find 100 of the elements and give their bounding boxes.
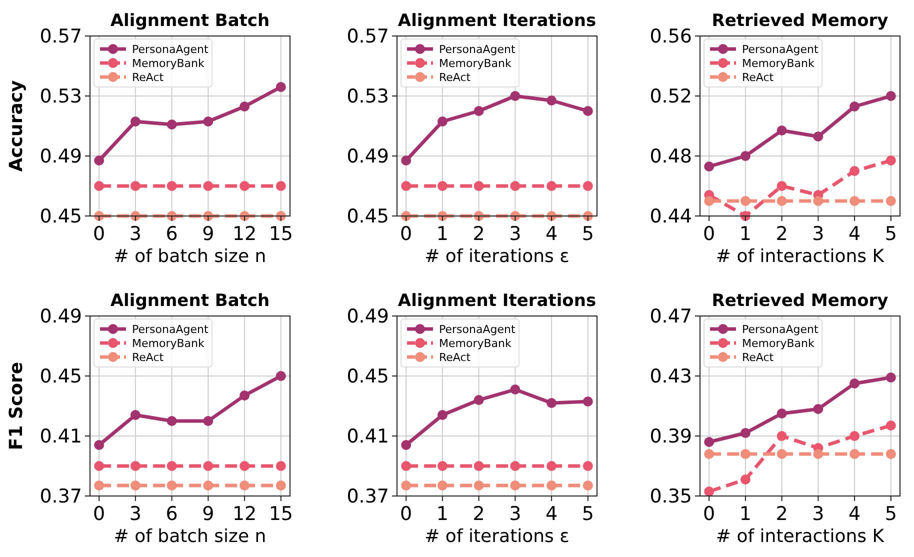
point [704, 196, 714, 206]
point [740, 196, 750, 206]
legend-label: PersonaAgent [742, 322, 819, 336]
point [276, 371, 286, 381]
point [437, 480, 448, 490]
point [437, 181, 448, 191]
point [886, 156, 896, 166]
point [203, 461, 214, 471]
x-tick-label: 5 [884, 223, 897, 245]
point [166, 416, 177, 426]
point [886, 449, 896, 459]
point [776, 431, 787, 441]
point [510, 461, 520, 471]
point [740, 449, 750, 459]
point [240, 181, 250, 191]
legend-label: ReAct [439, 350, 472, 364]
point [276, 82, 286, 92]
point [510, 91, 520, 101]
y-tick-label: 0.41 [40, 426, 82, 448]
point [240, 390, 250, 400]
x-tick-label: 4 [848, 223, 861, 245]
point [474, 106, 484, 116]
point [776, 196, 787, 206]
point [813, 449, 824, 459]
x-tick-label: 5 [582, 503, 594, 525]
point [813, 132, 824, 142]
point [474, 395, 484, 405]
y-axis-title: F1 Score [6, 362, 27, 450]
legend-label: PersonaAgent [439, 42, 516, 56]
point [850, 449, 860, 459]
y-tick-label: 0.48 [650, 146, 692, 168]
chart-title: Alignment Iterations [398, 291, 596, 311]
point [546, 398, 557, 408]
point [582, 480, 593, 490]
point [850, 102, 860, 112]
x-tick-label: 3 [129, 223, 142, 245]
point [582, 396, 593, 406]
point [582, 461, 593, 471]
x-tick-label: 12 [232, 223, 257, 245]
point [740, 428, 750, 438]
y-tick-label: 0.45 [346, 366, 389, 388]
point [704, 437, 714, 447]
point [437, 410, 448, 420]
legend-label: MemoryBank [439, 336, 512, 350]
y-tick-label: 0.37 [40, 486, 82, 508]
point [166, 181, 177, 191]
x-tick-label: 4 [546, 503, 558, 525]
y-tick-label: 0.56 [650, 26, 692, 48]
point [94, 156, 104, 166]
legend-label: MemoryBank [742, 56, 815, 70]
point [886, 196, 896, 206]
legend-label: ReAct [439, 70, 472, 84]
x-tick-label: 0 [400, 503, 412, 525]
y-tick-label: 0.43 [650, 366, 692, 388]
point [850, 431, 860, 441]
x-tick-label: 15 [268, 503, 294, 525]
legend-label: ReAct [132, 70, 164, 84]
y-tick-label: 0.39 [650, 426, 692, 448]
y-tick-label: 0.47 [650, 306, 692, 328]
x-tick-label: 0 [93, 223, 106, 245]
point [166, 480, 177, 490]
x-tick-label: 15 [268, 223, 294, 245]
y-tick-label: 0.45 [40, 206, 82, 228]
x-tick-label: 0 [703, 503, 716, 525]
point [813, 404, 824, 414]
y-tick-label: 0.35 [650, 486, 692, 508]
y-tick-label: 0.49 [40, 146, 82, 168]
x-tick-label: 1 [739, 503, 752, 525]
point [510, 480, 520, 490]
x-tick-label: 1 [739, 223, 752, 245]
legend-label: MemoryBank [439, 56, 512, 70]
point [740, 474, 750, 484]
x-tick-label: 5 [582, 223, 594, 245]
y-tick-label: 0.45 [40, 366, 82, 388]
legend-label: ReAct [742, 350, 774, 364]
point [776, 181, 787, 191]
point [166, 120, 177, 130]
x-tick-label: 6 [166, 223, 178, 245]
chart-title: Alignment Batch [110, 11, 270, 31]
point [546, 181, 557, 191]
legend-label: MemoryBank [132, 56, 205, 70]
point [886, 91, 896, 101]
y-tick-label: 0.57 [346, 26, 389, 48]
point [203, 181, 214, 191]
point [437, 116, 448, 126]
point [776, 449, 787, 459]
y-tick-label: 0.49 [346, 306, 389, 328]
x-tick-label: 9 [202, 503, 214, 525]
point [130, 480, 140, 490]
y-tick-label: 0.53 [40, 86, 82, 108]
x-tick-label: 9 [202, 223, 214, 245]
legend-label: ReAct [132, 350, 164, 364]
x-tick-label: 1 [436, 223, 448, 245]
point [582, 181, 593, 191]
point [401, 156, 412, 166]
legend-label: MemoryBank [132, 336, 205, 350]
y-tick-label: 0.45 [346, 206, 389, 228]
x-tick-label: 3 [509, 223, 522, 245]
point [510, 181, 520, 191]
x-tick-label: 6 [166, 503, 178, 525]
